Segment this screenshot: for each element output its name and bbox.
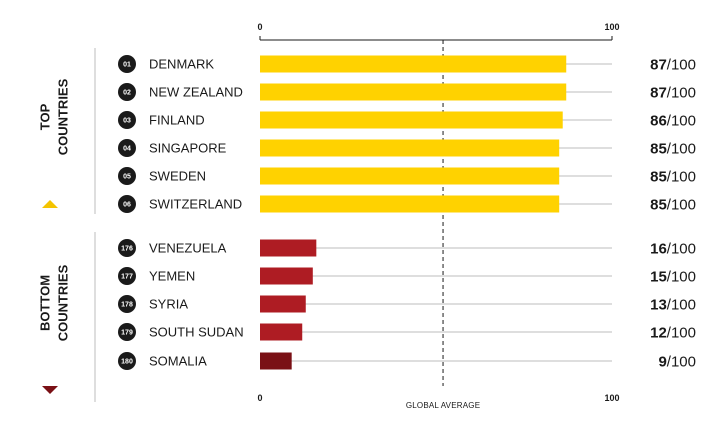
score-label-venezuela: 16/100	[650, 241, 696, 258]
bar-sweden	[260, 167, 560, 185]
score-label-syria: 13/100	[650, 297, 696, 314]
score-label-new-zealand: 87/100	[650, 85, 696, 102]
rank-badge-finland	[118, 111, 136, 129]
group-label-1-line-0: BOTTOM	[37, 275, 52, 331]
x-tick-label-top-start: 0	[257, 22, 262, 32]
bar-switzerland	[260, 195, 560, 213]
rank-badge-new-zealand	[118, 83, 136, 101]
rank-label-singapore: 04	[123, 146, 131, 153]
global-average-label: GLOBAL AVERAGE	[406, 401, 480, 410]
rank-badge-switzerland	[118, 195, 136, 213]
rank-label-finland: 03	[123, 118, 131, 125]
rank-label-new-zealand: 02	[123, 90, 131, 97]
score-label-somalia: 9/100	[658, 354, 696, 371]
bar-south-sudan	[260, 323, 303, 341]
top-group-triangle-icon	[42, 200, 58, 208]
country-label-singapore: SINGAPORE	[149, 141, 227, 156]
score-label-sweden: 85/100	[650, 169, 696, 186]
rank-badge-venezuela	[118, 239, 136, 257]
rank-badge-yemen	[118, 267, 136, 285]
rank-badge-singapore	[118, 139, 136, 157]
rank-label-denmark: 01	[123, 62, 131, 69]
rank-label-somalia: 180	[121, 359, 133, 366]
country-label-switzerland: SWITZERLAND	[149, 197, 242, 212]
bar-denmark	[260, 55, 567, 73]
rank-label-south-sudan: 179	[121, 330, 133, 337]
rank-label-yemen: 177	[121, 274, 133, 281]
score-label-south-sudan: 12/100	[650, 325, 696, 342]
group-label-0-line-1: COUNTRIES	[55, 78, 70, 155]
group-label-0-line-0: TOP	[37, 103, 52, 130]
rank-badge-syria	[118, 295, 136, 313]
x-tick-label-bottom-end: 100	[604, 393, 619, 403]
score-label-yemen: 15/100	[650, 269, 696, 286]
bar-singapore	[260, 139, 560, 157]
bar-somalia	[260, 352, 292, 370]
bar-syria	[260, 295, 306, 313]
country-label-denmark: DENMARK	[149, 57, 214, 72]
bar-venezuela	[260, 239, 317, 257]
score-label-singapore: 85/100	[650, 141, 696, 158]
x-tick-label-top-end: 100	[604, 22, 619, 32]
country-label-new-zealand: NEW ZEALAND	[149, 85, 243, 100]
bar-yemen	[260, 267, 313, 285]
country-label-venezuela: VENEZUELA	[149, 241, 227, 256]
rank-badge-somalia	[118, 352, 136, 370]
rank-badge-sweden	[118, 167, 136, 185]
rank-label-syria: 178	[121, 302, 133, 309]
rank-label-sweden: 05	[123, 174, 131, 181]
country-label-finland: FINLAND	[149, 113, 205, 128]
bottom-group-triangle-icon	[42, 386, 58, 394]
rank-label-switzerland: 06	[123, 202, 131, 209]
country-label-south-sudan: SOUTH SUDAN	[149, 325, 244, 340]
score-label-denmark: 87/100	[650, 57, 696, 74]
bar-new-zealand	[260, 83, 567, 101]
x-tick-label-bottom-start: 0	[257, 393, 262, 403]
bar-finland	[260, 111, 563, 129]
country-label-syria: SYRIA	[149, 297, 188, 312]
country-label-sweden: SWEDEN	[149, 169, 206, 184]
score-label-finland: 86/100	[650, 113, 696, 130]
rank-badge-denmark	[118, 55, 136, 73]
country-label-somalia: SOMALIA	[149, 354, 207, 369]
rank-label-venezuela: 176	[121, 246, 133, 253]
score-label-switzerland: 85/100	[650, 197, 696, 214]
rank-badge-south-sudan	[118, 323, 136, 341]
group-label-1-line-1: COUNTRIES	[55, 264, 70, 341]
country-label-yemen: YEMEN	[149, 269, 195, 284]
